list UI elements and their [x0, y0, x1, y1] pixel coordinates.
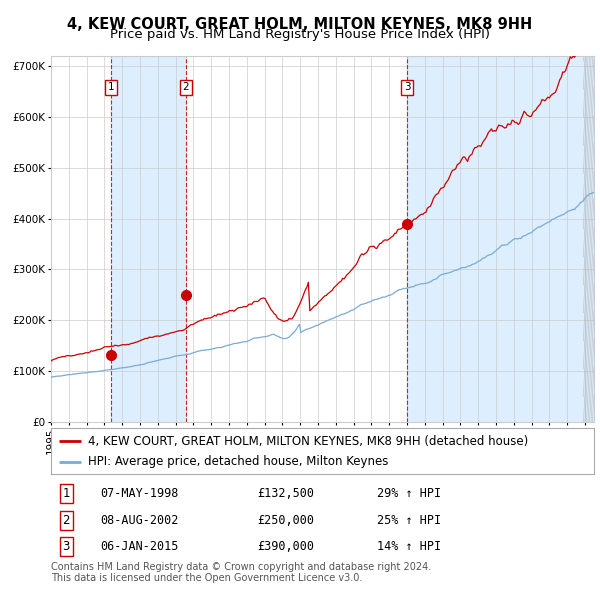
Text: 25% ↑ HPI: 25% ↑ HPI — [377, 514, 441, 527]
Text: 4, KEW COURT, GREAT HOLM, MILTON KEYNES, MK8 9HH (detached house): 4, KEW COURT, GREAT HOLM, MILTON KEYNES,… — [88, 435, 528, 448]
Text: 07-MAY-1998: 07-MAY-1998 — [100, 487, 178, 500]
Text: 29% ↑ HPI: 29% ↑ HPI — [377, 487, 441, 500]
Text: 3: 3 — [62, 540, 70, 553]
Text: 1: 1 — [107, 82, 114, 92]
Text: £250,000: £250,000 — [257, 514, 314, 527]
Text: 08-AUG-2002: 08-AUG-2002 — [100, 514, 178, 527]
Bar — [111, 56, 186, 422]
Text: 1: 1 — [62, 487, 70, 500]
Text: £390,000: £390,000 — [257, 540, 314, 553]
Text: £132,500: £132,500 — [257, 487, 314, 500]
Text: 2: 2 — [183, 82, 190, 92]
Text: 3: 3 — [404, 82, 410, 92]
Text: 2: 2 — [62, 514, 70, 527]
Text: 06-JAN-2015: 06-JAN-2015 — [100, 540, 178, 553]
Text: 4, KEW COURT, GREAT HOLM, MILTON KEYNES, MK8 9HH: 4, KEW COURT, GREAT HOLM, MILTON KEYNES,… — [67, 17, 533, 31]
Text: Contains HM Land Registry data © Crown copyright and database right 2024.
This d: Contains HM Land Registry data © Crown c… — [51, 562, 431, 584]
Bar — [407, 56, 594, 422]
Text: Price paid vs. HM Land Registry's House Price Index (HPI): Price paid vs. HM Land Registry's House … — [110, 28, 490, 41]
Text: 14% ↑ HPI: 14% ↑ HPI — [377, 540, 441, 553]
Text: HPI: Average price, detached house, Milton Keynes: HPI: Average price, detached house, Milt… — [88, 455, 388, 468]
